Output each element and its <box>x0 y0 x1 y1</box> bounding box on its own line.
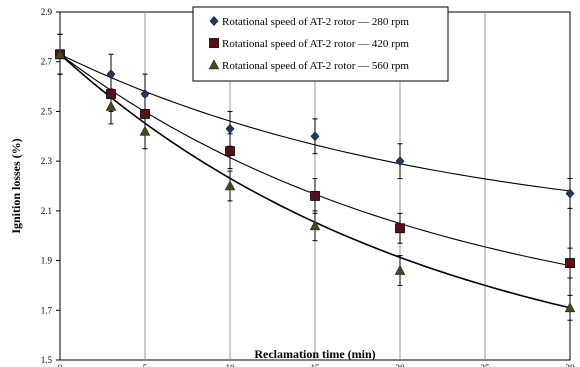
legend: Rotational speed of AT-2 rotor — 280 rpm… <box>192 6 449 82</box>
x-tick-label-10: 10 <box>226 363 236 367</box>
x-tick-label-15: 15 <box>311 363 321 367</box>
x-tick-label-30: 30 <box>566 363 576 367</box>
x-tick-label-25: 25 <box>481 363 491 367</box>
legend-label-1: Rotational speed of AT-2 rotor — 420 rpm <box>222 38 409 50</box>
data-point-s0-1 <box>106 69 116 80</box>
x-axis-title: Reclamation time (min) <box>254 347 375 361</box>
x-axis-ticks: 0 5 10 15 20 25 30 <box>58 363 575 367</box>
y-tick-label-3: 2.1 <box>41 206 52 216</box>
data-point-s1-4 <box>310 191 320 201</box>
data-point-s0-6 <box>565 188 575 199</box>
data-point-s0-4 <box>310 131 320 142</box>
legend-label-2: Rotational speed of AT-2 rotor — 560 rpm <box>222 60 409 72</box>
x-tick-label-0: 0 <box>58 363 63 367</box>
legend-box <box>192 6 449 82</box>
data-point-s2-0 <box>54 48 66 59</box>
data-point-s1-5 <box>395 223 405 234</box>
data-point-s2-5 <box>394 264 406 275</box>
data-point-s2-1 <box>105 100 117 111</box>
data-point-s1-6 <box>565 258 575 268</box>
data-point-s0-3 <box>225 123 235 134</box>
legend-marker-2 <box>208 59 220 70</box>
y-tick-label-0: 1.5 <box>41 355 53 365</box>
data-point-s0-5 <box>395 156 405 167</box>
x-tick-label-5: 5 <box>143 363 148 367</box>
data-point-s1-2 <box>140 109 150 119</box>
data-point-s0-2 <box>140 89 150 99</box>
x-tick-label-20: 20 <box>396 363 406 367</box>
data-point-s2-6 <box>564 302 576 313</box>
y-tick-label-1: 1.7 <box>41 305 53 315</box>
data-point-s2-4 <box>309 220 321 231</box>
legend-marker-0 <box>209 16 219 26</box>
data-point-s1-3 <box>225 146 235 157</box>
y-tick-label-7: 2.9 <box>41 7 53 17</box>
data-point-s2-3 <box>224 180 236 191</box>
legend-marker-1 <box>209 38 219 48</box>
y-tick-label-5: 2.5 <box>41 106 53 116</box>
data-point-s1-1 <box>106 89 116 99</box>
y-axis-title: Ignition losses (%) <box>9 138 23 233</box>
y-axis-ticks: 1.5 1.7 1.9 2.1 2.3 2.5 2.7 2.9 <box>41 7 60 365</box>
legend-label-0: Rotational speed of AT-2 rotor — 280 rpm <box>222 16 409 28</box>
y-tick-label-4: 2.3 <box>41 156 53 166</box>
data-point-s2-2 <box>139 125 151 136</box>
data-points <box>54 48 576 313</box>
y-tick-label-2: 1.9 <box>41 256 53 266</box>
y-tick-label-6: 2.7 <box>41 57 53 67</box>
